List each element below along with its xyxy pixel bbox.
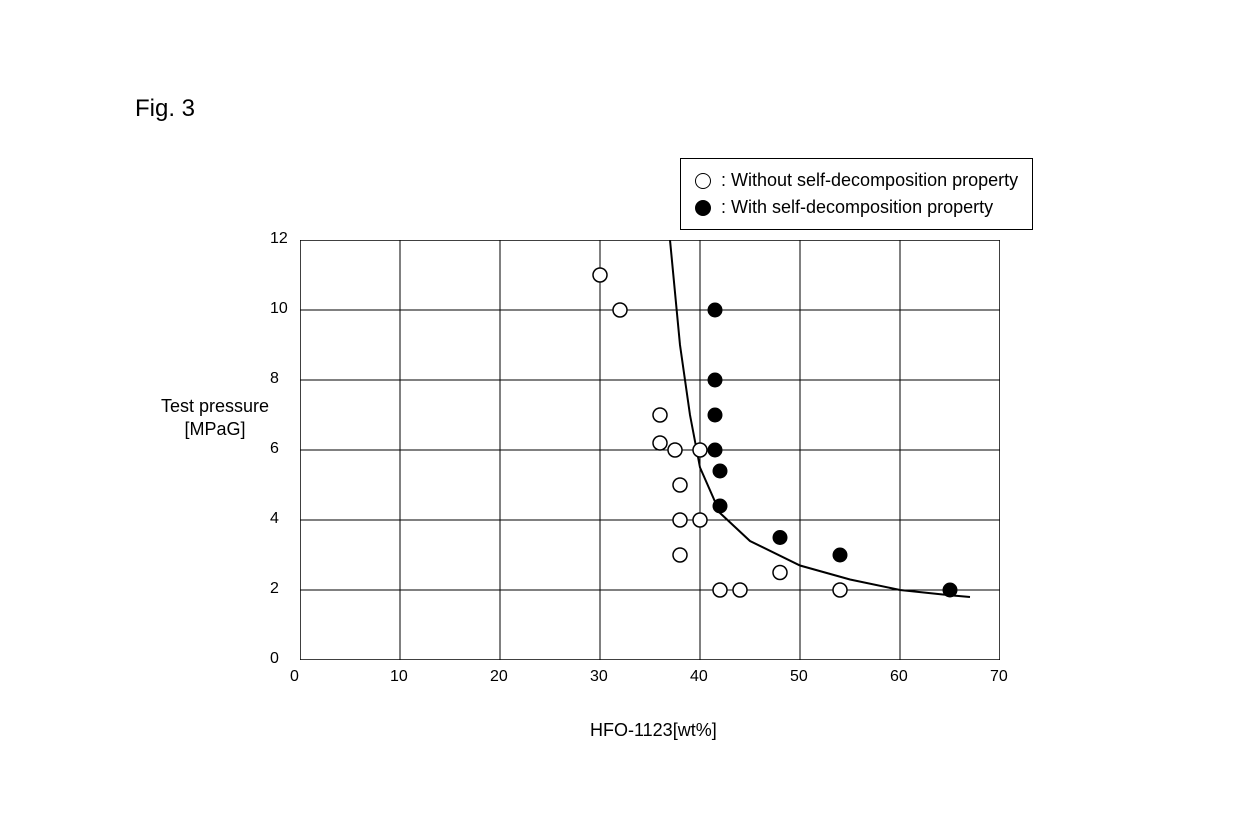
legend-row-filled: : With self-decomposition property — [695, 194, 1018, 221]
figure-label: Fig. 3 — [135, 95, 195, 123]
x-tick-label: 10 — [390, 668, 408, 686]
y-tick-label: 0 — [270, 650, 279, 668]
y-tick-label: 4 — [270, 510, 279, 528]
x-tick-label: 50 — [790, 668, 808, 686]
y-axis-label: Test pressure [MPaG] — [145, 395, 285, 442]
x-tick-label: 20 — [490, 668, 508, 686]
ylabel-line2: [MPaG] — [184, 419, 245, 439]
y-tick-label: 6 — [270, 440, 279, 458]
x-axis-label: HFO-1123[wt%] — [590, 720, 717, 741]
x-tick-label: 70 — [990, 668, 1008, 686]
filled-circle-icon — [695, 200, 711, 216]
y-tick-label: 2 — [270, 580, 279, 598]
x-tick-label: 60 — [890, 668, 908, 686]
legend-open-label: : Without self-decomposition property — [721, 167, 1018, 194]
ylabel-line1: Test pressure — [161, 396, 269, 416]
legend-filled-label: : With self-decomposition property — [721, 194, 993, 221]
x-tick-label: 30 — [590, 668, 608, 686]
open-circle-icon — [695, 173, 711, 189]
page: Fig. 3 : Without self-decomposition prop… — [0, 0, 1240, 835]
plot-area — [300, 240, 1000, 660]
y-tick-label: 10 — [270, 300, 288, 318]
y-tick-label: 8 — [270, 370, 279, 388]
chart-svg — [300, 240, 1000, 660]
legend: : Without self-decomposition property : … — [680, 158, 1033, 230]
x-tick-label: 40 — [690, 668, 708, 686]
x-tick-label: 0 — [290, 668, 299, 686]
y-tick-label: 12 — [270, 230, 288, 248]
legend-row-open: : Without self-decomposition property — [695, 167, 1018, 194]
